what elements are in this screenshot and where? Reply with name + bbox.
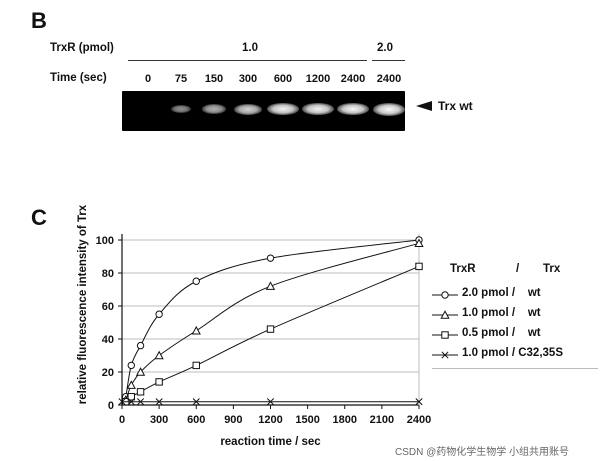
data-point-triangle	[126, 380, 136, 389]
legend-marker-circle	[441, 291, 449, 299]
gel-band	[202, 104, 226, 114]
panel-b-letter: B	[31, 8, 47, 33]
legend-item: 1.0 pmol / wt	[428, 307, 598, 323]
gel-band	[373, 102, 405, 116]
data-point-cross	[415, 398, 423, 406]
data-point-circle	[127, 361, 135, 370]
lane-label: 150	[204, 73, 224, 85]
legend-label: 1.0 pmol / C32,35S	[462, 347, 563, 359]
gel-band	[170, 105, 192, 113]
data-point-circle	[192, 277, 200, 285]
legend-header-trx: Trx	[543, 263, 561, 275]
y-tick-label: 20	[102, 367, 114, 379]
data-point-circle	[136, 341, 145, 350]
data-point-cross	[118, 398, 126, 406]
data-point-triangle	[135, 367, 146, 376]
series-lines	[118, 236, 424, 406]
trxr-group-2-label: 2.0	[377, 42, 393, 54]
lane-label: 600	[273, 73, 293, 85]
gel-band	[234, 103, 262, 115]
grid-lines	[122, 239, 419, 373]
lane-label: 2400	[376, 73, 402, 85]
legend-label: 0.5 pmol / wt	[462, 327, 541, 339]
legend-swatch	[432, 351, 458, 359]
legend-marker-square	[441, 331, 449, 339]
lane-label: 0	[144, 73, 152, 85]
trxr-label: TrxR (pmol)	[50, 42, 114, 54]
time-label: Time (sec)	[50, 72, 107, 84]
y-tick-label: 100	[96, 235, 114, 247]
legend-item: 1.0 pmol / C32,35S	[428, 347, 598, 363]
x-tick-label: 600	[187, 414, 205, 426]
data-point-square	[127, 393, 135, 401]
gel-band	[267, 102, 299, 116]
data-point-circle	[155, 310, 163, 318]
legend-item: 0.5 pmol / wt	[428, 327, 598, 343]
gel-band	[302, 102, 334, 116]
data-point-cross	[266, 398, 275, 406]
legend-swatch	[432, 310, 458, 319]
data-point-cross	[127, 398, 135, 406]
panel-c-letter: C	[31, 205, 47, 230]
y-tick-label: 40	[102, 334, 114, 346]
data-point-square	[266, 325, 275, 333]
legend-underline	[432, 368, 598, 369]
lane-label: 2400	[340, 73, 366, 85]
axes: 0 20 40 60 80 100 0 300 600 900 1200 1500 1800 2100 24…	[96, 234, 431, 426]
y-tick-label: 80	[102, 268, 114, 280]
x-tick-label: 2400	[407, 414, 431, 426]
data-point-square	[155, 378, 163, 386]
band-label: Trx wt	[438, 99, 473, 113]
lane-label: 1200	[305, 73, 331, 85]
data-point-cross	[137, 398, 145, 406]
x-tick-label: 1200	[258, 414, 282, 426]
legend-marker-cross	[441, 351, 449, 359]
legend-marker-triangle	[440, 310, 450, 319]
gel-image	[122, 91, 405, 131]
y-tick-label: 60	[102, 301, 114, 313]
y-axis-title: relative fluorescence intensity of Trx	[77, 204, 89, 404]
legend-swatch	[432, 331, 458, 339]
data-point-cross	[155, 398, 163, 406]
data-point-square	[136, 388, 145, 396]
data-point-triangle	[191, 325, 201, 335]
gel-band	[337, 102, 369, 116]
lane-label: 75	[174, 73, 188, 85]
legend-header-trxr: TrxR	[450, 263, 476, 275]
series-line-triangle	[121, 242, 420, 406]
x-tick-label: 900	[224, 414, 242, 426]
x-tick-label: 300	[150, 414, 168, 426]
trxr-group-2-bracket	[372, 60, 405, 61]
data-point-cross	[192, 398, 200, 406]
trxr-group-1-bracket	[128, 60, 367, 61]
data-point-triangle	[414, 238, 424, 247]
legend-header-slash: /	[516, 263, 520, 275]
data-point-square	[415, 262, 423, 271]
y-tick-label: 0	[108, 400, 114, 412]
legend-swatch	[432, 291, 458, 299]
data-point-triangle	[265, 281, 276, 290]
legend-label: 2.0 pmol / wt	[462, 287, 541, 299]
lane-label: 300	[238, 73, 258, 85]
legend-label: 1.0 pmol / wt	[462, 307, 541, 319]
x-tick-label: 1800	[333, 414, 357, 426]
data-point-square	[192, 361, 200, 370]
series-line-circle	[121, 239, 420, 406]
data-point-triangle	[154, 350, 164, 360]
legend-item: 2.0 pmol / wt	[428, 287, 598, 303]
x-tick-label: 0	[119, 414, 125, 426]
trxr-group-1-label: 1.0	[242, 42, 258, 54]
x-tick-label: 1500	[295, 414, 319, 426]
x-axis-title: reaction time / sec	[220, 436, 321, 448]
data-point-circle	[266, 254, 275, 262]
watermark: CSDN @药物化学生物学 小组共用账号	[395, 447, 570, 458]
x-tick-label: 2100	[370, 414, 394, 426]
legend: TrxR / Trx 2.0 pmol / wt 1.0 pmol / wt 0.5…	[428, 263, 598, 373]
